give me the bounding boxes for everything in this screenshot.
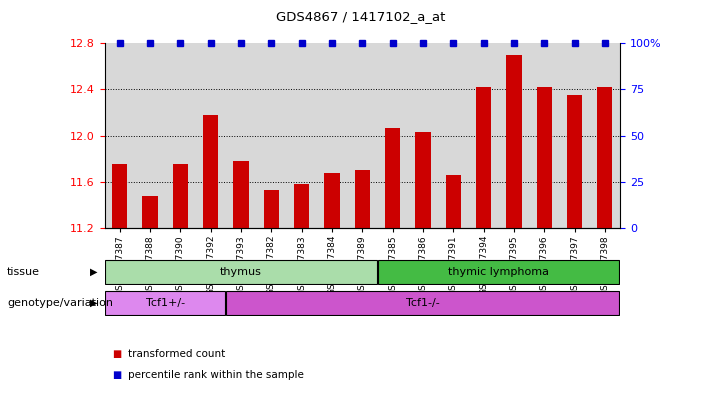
Bar [378, 43, 408, 228]
Bar [590, 43, 620, 228]
Bar [506, 55, 521, 228]
FancyBboxPatch shape [105, 259, 377, 284]
Bar [499, 43, 529, 228]
Bar [567, 95, 582, 228]
Bar [226, 43, 256, 228]
Bar [476, 87, 491, 228]
Bar [408, 43, 438, 228]
Bar [446, 175, 461, 228]
Bar [559, 43, 590, 228]
Text: thymus: thymus [220, 266, 262, 277]
FancyBboxPatch shape [378, 259, 619, 284]
Bar [347, 43, 378, 228]
Text: ▶: ▶ [90, 266, 97, 277]
Text: Tcf1+/-: Tcf1+/- [146, 298, 185, 308]
Bar [173, 164, 188, 228]
Text: transformed count: transformed count [128, 349, 225, 359]
Bar [195, 43, 226, 228]
Bar [203, 115, 218, 228]
Bar [256, 43, 286, 228]
Bar [438, 43, 469, 228]
Bar [415, 132, 430, 228]
Text: percentile rank within the sample: percentile rank within the sample [128, 370, 304, 380]
Text: genotype/variation: genotype/variation [7, 298, 113, 308]
FancyBboxPatch shape [105, 291, 225, 315]
Text: Tcf1-/-: Tcf1-/- [406, 298, 440, 308]
Text: tissue: tissue [7, 266, 40, 277]
Bar [469, 43, 499, 228]
FancyBboxPatch shape [226, 291, 619, 315]
Bar [143, 196, 158, 228]
Text: GDS4867 / 1417102_a_at: GDS4867 / 1417102_a_at [276, 10, 445, 23]
Text: ■: ■ [112, 349, 121, 359]
Text: thymic lymphoma: thymic lymphoma [448, 266, 549, 277]
Bar [105, 43, 135, 228]
Text: ■: ■ [112, 370, 121, 380]
Bar [264, 190, 279, 228]
Bar [597, 87, 612, 228]
Bar [317, 43, 347, 228]
Bar [529, 43, 559, 228]
Bar [294, 184, 309, 228]
Bar [165, 43, 195, 228]
Text: ▶: ▶ [90, 298, 97, 308]
Bar [234, 161, 249, 228]
Bar [135, 43, 165, 228]
Bar [112, 164, 128, 228]
Bar [536, 87, 552, 228]
Bar [385, 127, 400, 228]
Bar [324, 173, 340, 228]
Bar [355, 170, 370, 228]
Bar [286, 43, 317, 228]
